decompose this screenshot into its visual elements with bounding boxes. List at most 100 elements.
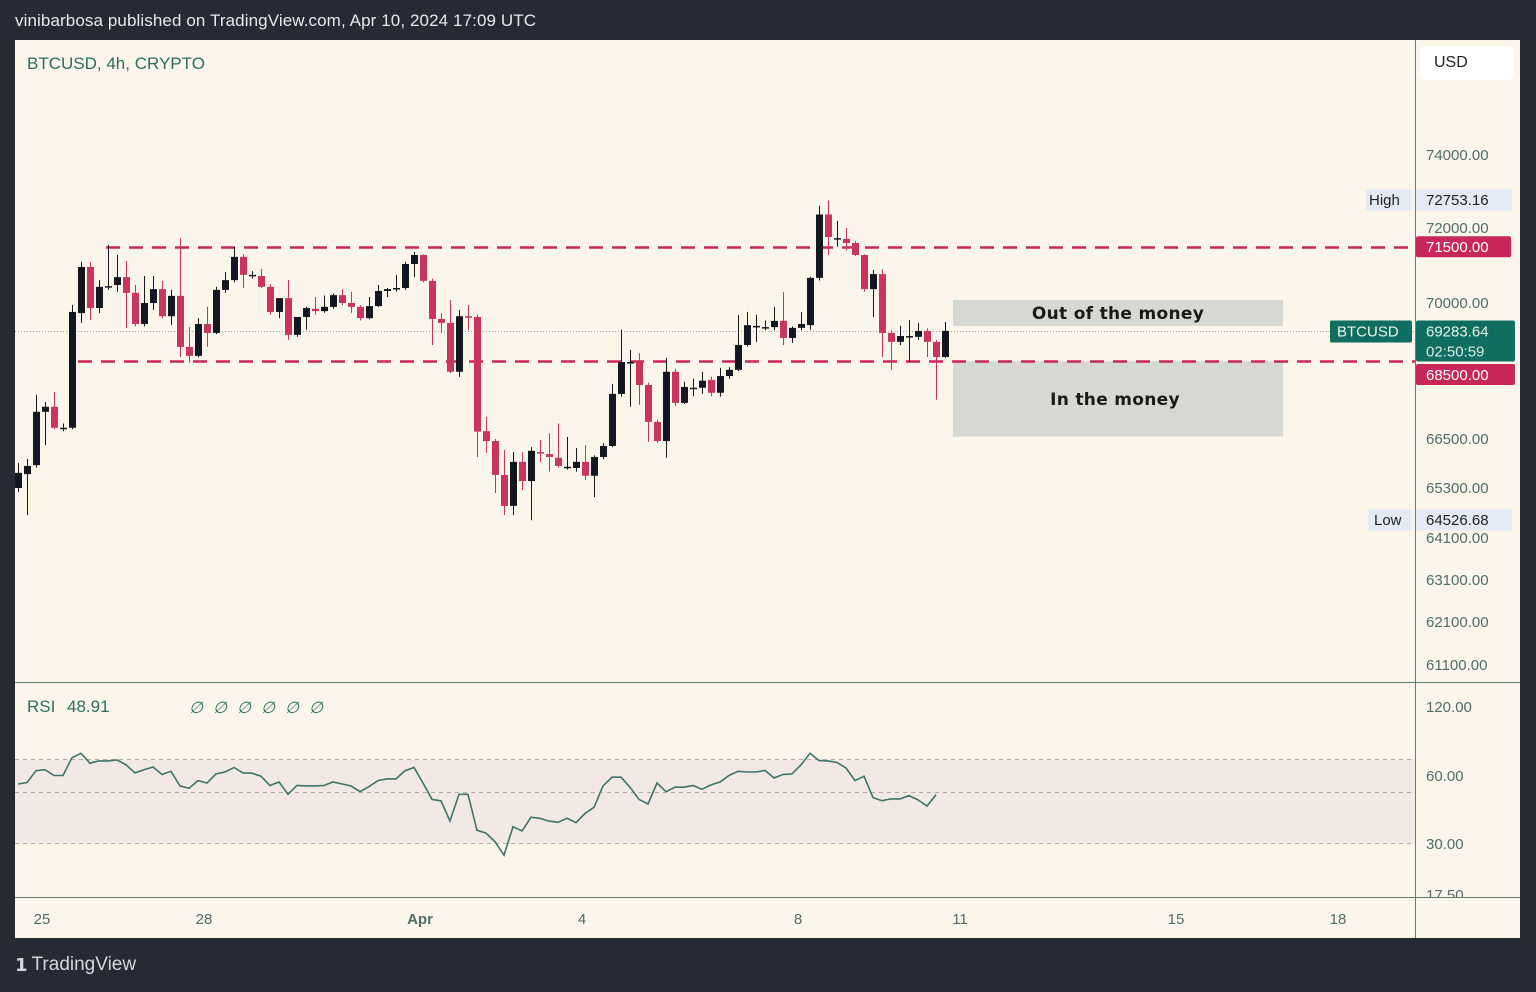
candle[interactable] — [672, 369, 679, 406]
candle[interactable] — [87, 262, 94, 321]
candle[interactable] — [429, 278, 436, 345]
candle[interactable] — [15, 463, 22, 493]
candle[interactable] — [42, 402, 49, 446]
candle[interactable] — [717, 367, 724, 397]
candle[interactable] — [60, 423, 67, 432]
candle[interactable] — [105, 244, 112, 290]
candle[interactable] — [663, 357, 670, 458]
candle[interactable] — [771, 306, 778, 331]
in-the-money-zone[interactable] — [953, 361, 1283, 437]
candle[interactable] — [609, 383, 616, 448]
candle[interactable] — [456, 309, 463, 377]
candle[interactable] — [321, 295, 328, 313]
candle[interactable] — [357, 304, 364, 321]
candle[interactable] — [168, 289, 175, 326]
candle[interactable] — [420, 254, 427, 283]
candle[interactable] — [528, 447, 535, 521]
candle[interactable] — [753, 314, 760, 342]
candle[interactable] — [654, 419, 661, 444]
candle[interactable] — [807, 276, 814, 330]
candle[interactable] — [906, 320, 913, 363]
candle[interactable] — [150, 276, 157, 310]
rsi-legend-label[interactable]: RSI — [27, 697, 55, 716]
candle[interactable] — [159, 280, 166, 319]
candle[interactable] — [231, 247, 238, 283]
candle[interactable] — [51, 391, 58, 430]
candle[interactable] — [915, 322, 922, 340]
candle[interactable] — [573, 447, 580, 472]
candle[interactable] — [348, 292, 355, 313]
candle[interactable] — [303, 306, 310, 330]
candle[interactable] — [924, 328, 931, 358]
candle[interactable] — [798, 311, 805, 331]
candle[interactable] — [366, 297, 373, 320]
candle[interactable] — [312, 297, 319, 315]
candle[interactable] — [510, 452, 517, 516]
candle[interactable] — [249, 271, 256, 279]
candle[interactable] — [735, 315, 742, 371]
candle[interactable] — [897, 325, 904, 345]
candle[interactable] — [690, 378, 697, 397]
out-of-the-money-zone[interactable] — [953, 300, 1283, 326]
candle[interactable] — [69, 304, 76, 430]
candle[interactable] — [384, 288, 391, 297]
candle[interactable] — [96, 280, 103, 314]
candle[interactable] — [195, 318, 202, 358]
candle[interactable] — [834, 220, 841, 247]
candle[interactable] — [285, 280, 292, 340]
candle[interactable] — [843, 228, 850, 251]
candle[interactable] — [699, 371, 706, 394]
candle[interactable] — [294, 316, 301, 337]
candle[interactable] — [627, 350, 634, 407]
candle[interactable] — [564, 437, 571, 470]
candle[interactable] — [582, 445, 589, 480]
candle[interactable] — [330, 293, 337, 309]
candle[interactable] — [240, 254, 247, 288]
candle[interactable] — [780, 292, 787, 345]
candle[interactable] — [465, 304, 472, 331]
candle[interactable] — [141, 276, 148, 327]
candle[interactable] — [204, 306, 211, 347]
candle[interactable] — [276, 298, 283, 319]
candle[interactable] — [501, 450, 508, 516]
candle[interactable] — [645, 382, 652, 442]
symbol-legend[interactable]: BTCUSD, 4h, CRYPTO — [27, 54, 205, 73]
candle[interactable] — [258, 268, 265, 288]
candle[interactable] — [789, 326, 796, 344]
candle[interactable] — [816, 205, 823, 281]
candle[interactable] — [600, 443, 607, 460]
candle[interactable] — [447, 300, 454, 373]
candle[interactable] — [375, 285, 382, 307]
candle[interactable] — [78, 261, 85, 323]
candle[interactable] — [825, 200, 832, 255]
candle[interactable] — [123, 261, 130, 328]
candle[interactable] — [213, 286, 220, 335]
candle[interactable] — [636, 353, 643, 405]
candle[interactable] — [726, 367, 733, 379]
candle[interactable] — [537, 439, 544, 462]
candle[interactable] — [393, 274, 400, 292]
candle[interactable] — [555, 423, 562, 468]
candle[interactable] — [492, 439, 499, 493]
candle[interactable] — [114, 255, 121, 292]
candle[interactable] — [933, 339, 940, 400]
tradingview-brand[interactable]: 1 TradingView — [15, 954, 136, 976]
candle[interactable] — [618, 329, 625, 397]
candle[interactable] — [591, 455, 598, 498]
candle[interactable] — [879, 269, 886, 358]
candle[interactable] — [339, 289, 346, 305]
candle[interactable] — [33, 394, 40, 468]
candle[interactable] — [861, 254, 868, 292]
candle[interactable] — [519, 452, 526, 491]
currency-button[interactable]: USD — [1420, 46, 1514, 80]
candle[interactable] — [186, 327, 193, 363]
candle[interactable] — [762, 320, 769, 331]
candle[interactable] — [870, 270, 877, 317]
candle[interactable] — [852, 241, 859, 257]
candle[interactable] — [438, 313, 445, 333]
candle[interactable] — [177, 238, 184, 358]
candle[interactable] — [411, 252, 418, 278]
candle[interactable] — [942, 322, 949, 359]
candle[interactable] — [708, 376, 715, 397]
